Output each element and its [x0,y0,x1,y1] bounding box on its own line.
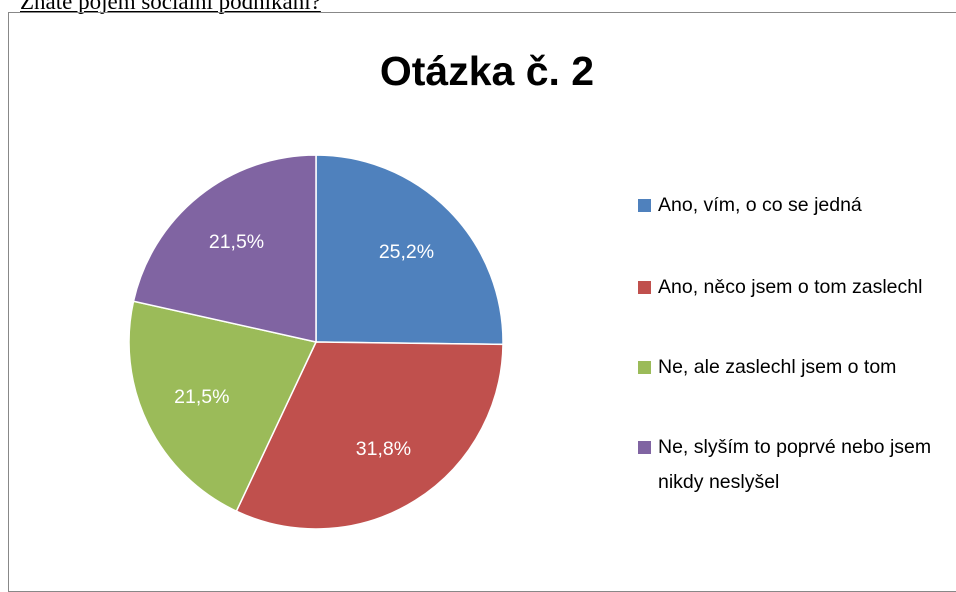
data-label: 21,5% [209,231,264,253]
chart: Otázka č. 2 25,2% 31,8% 21,5% 21,5% [128,48,594,530]
heading: Znáte pojem sociální podnikání? [20,0,321,14]
data-label: 25,2% [379,241,434,263]
chart-title: Otázka č. 2 [380,48,594,94]
legend-entry: Ano, něco jsem o tom zaslechl [638,270,938,305]
data-label: 21,5% [174,386,229,408]
legend-label: Ne, ale zaslechl jsem o tom [658,356,897,378]
pie-slice [128,300,318,513]
legend-label: Ano, něco jsem o tom zaslechl [658,276,923,298]
legend-swatch [638,281,651,294]
legend-entry: Ne, slyším to poprvé nebo jsem nikdy nes… [638,430,938,500]
data-label: 31,8% [356,438,411,460]
pie-slice [235,341,504,530]
legend-swatch [638,361,651,374]
legend-swatch [638,441,651,454]
legend-entry: Ne, ale zaslechl jsem o tom [638,350,938,385]
page: Znáte pojem sociální podnikání? Otázka č… [8,0,956,592]
legend-label: Ano, vím, o co se jedná [658,194,862,216]
legend-entry: Ano, vím, o co se jedná [638,188,938,223]
legend-label: Ne, slyším to poprvé nebo jsem nikdy nes… [658,436,932,493]
pie-slice [315,154,504,346]
pie-slice [132,154,317,343]
legend-swatch [638,199,651,212]
